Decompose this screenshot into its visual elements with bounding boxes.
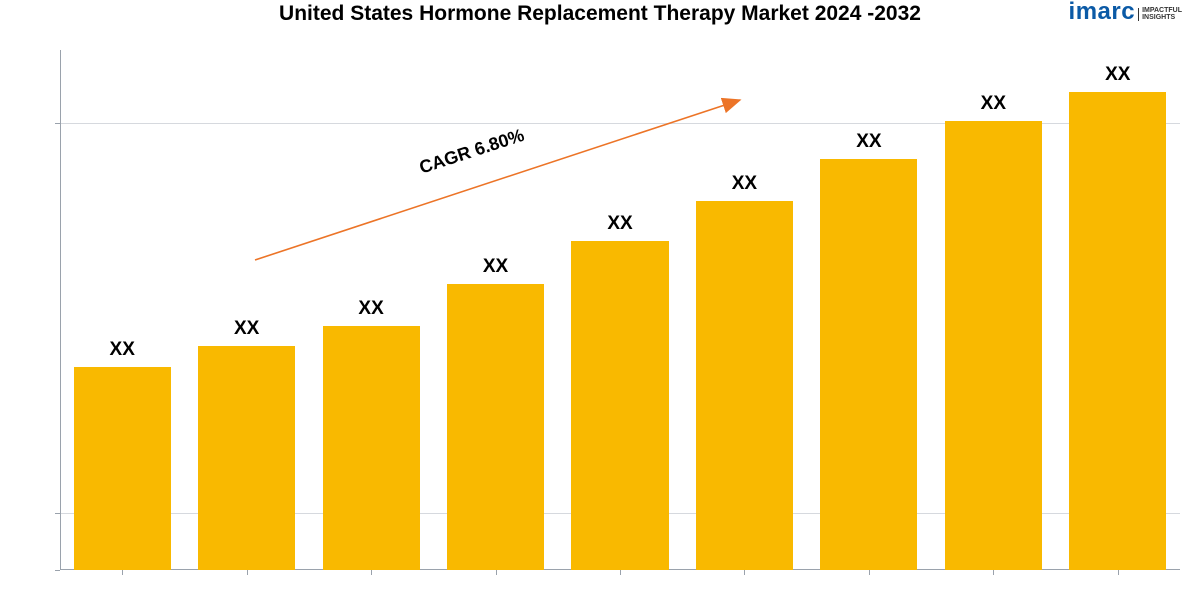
bar-value-label: XX xyxy=(607,213,632,235)
y-tick xyxy=(55,123,60,124)
x-tick xyxy=(371,570,372,575)
bar xyxy=(74,367,171,570)
bar-value-label: XX xyxy=(358,298,383,320)
bar xyxy=(198,346,295,570)
bar xyxy=(696,201,793,570)
x-tick xyxy=(1118,570,1119,575)
logo-tagline: IMPACTFULINSIGHTS xyxy=(1138,8,1182,21)
x-tick xyxy=(869,570,870,575)
bar-value-label: XX xyxy=(483,256,508,278)
bar xyxy=(447,284,544,570)
bar xyxy=(820,159,917,570)
bar-value-label: XX xyxy=(1105,64,1130,86)
y-tick xyxy=(55,570,60,571)
bar-value-label: XX xyxy=(856,131,881,153)
x-tick xyxy=(620,570,621,575)
bar-value-label: XX xyxy=(110,339,135,361)
bar xyxy=(945,121,1042,570)
x-tick xyxy=(122,570,123,575)
plot-area: XXXXXXXXXXXXXXXXXX CAGR 6.80% xyxy=(60,50,1180,570)
bar-value-label: XX xyxy=(981,93,1006,115)
x-tick xyxy=(744,570,745,575)
chart-container: United States Hormone Replacement Therap… xyxy=(0,0,1200,600)
logo-text: imarc xyxy=(1069,0,1136,25)
y-tick xyxy=(55,513,60,514)
chart-title: United States Hormone Replacement Therap… xyxy=(0,2,1200,26)
bar xyxy=(1069,92,1166,570)
bar-value-label: XX xyxy=(732,173,757,195)
bar xyxy=(571,241,668,570)
bar-value-label: XX xyxy=(234,318,259,340)
bars-group: XX XX XX XX XX XX XX XX XX xyxy=(60,50,1180,570)
x-tick xyxy=(496,570,497,575)
bar xyxy=(323,326,420,570)
brand-logo: imarcIMPACTFULINSIGHTS xyxy=(1069,0,1182,24)
x-tick xyxy=(993,570,994,575)
x-tick xyxy=(247,570,248,575)
